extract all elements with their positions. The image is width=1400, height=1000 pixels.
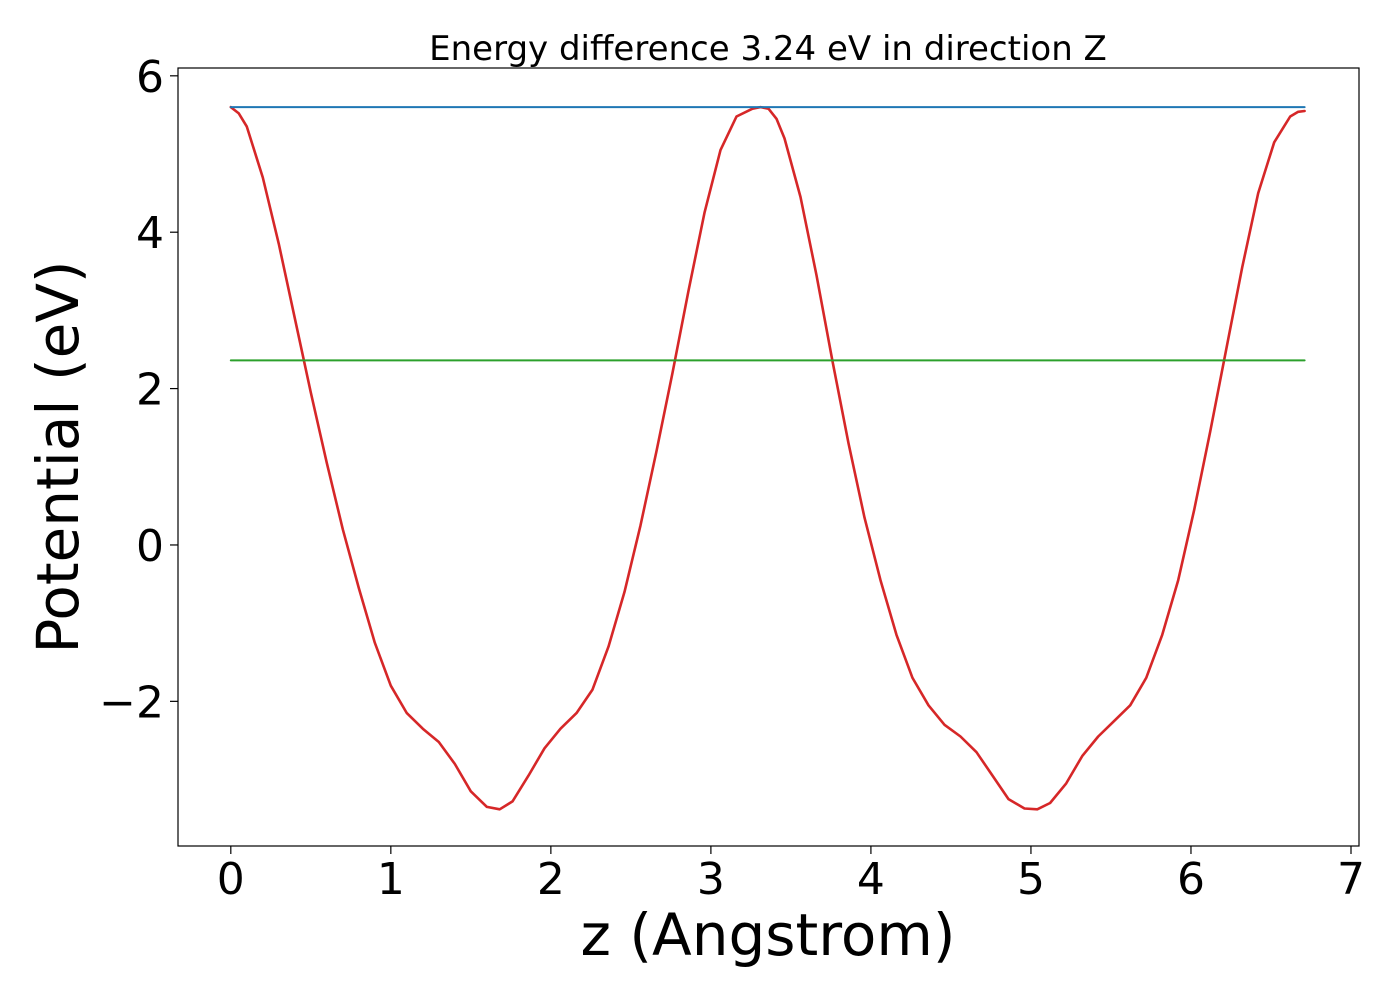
x-tick-label: 1: [377, 854, 405, 905]
y-axis-label: Potential (eV): [24, 260, 92, 653]
x-tick-label: 6: [1177, 854, 1205, 905]
x-tick-label: 3: [697, 854, 725, 905]
plot-background: [178, 68, 1359, 846]
x-tick-label: 7: [1337, 854, 1365, 905]
plot-frame: [177, 67, 1360, 847]
axes-layer: 0 1 2 3 4 5 6 7 −2 0 2 4 6: [99, 52, 1365, 905]
series-line-0: [229, 105, 1306, 811]
plot-area: [178, 68, 1359, 846]
series-layer: [229, 105, 1306, 811]
x-tick-label: 2: [537, 854, 565, 905]
y-tick-label: 2: [136, 365, 164, 416]
y-tick-label: 6: [136, 52, 164, 103]
chart-title: Energy difference 3.24 eV in direction Z: [429, 29, 1107, 69]
y-tick-label: −2: [99, 677, 164, 728]
x-axis-label: z (Angstrom): [581, 901, 956, 969]
x-tick-label: 4: [857, 854, 885, 905]
y-tick-label: 0: [136, 521, 164, 572]
x-tick-label: 5: [1017, 854, 1045, 905]
y-tick-label: 4: [136, 208, 164, 259]
x-tick-label: 0: [217, 854, 245, 905]
